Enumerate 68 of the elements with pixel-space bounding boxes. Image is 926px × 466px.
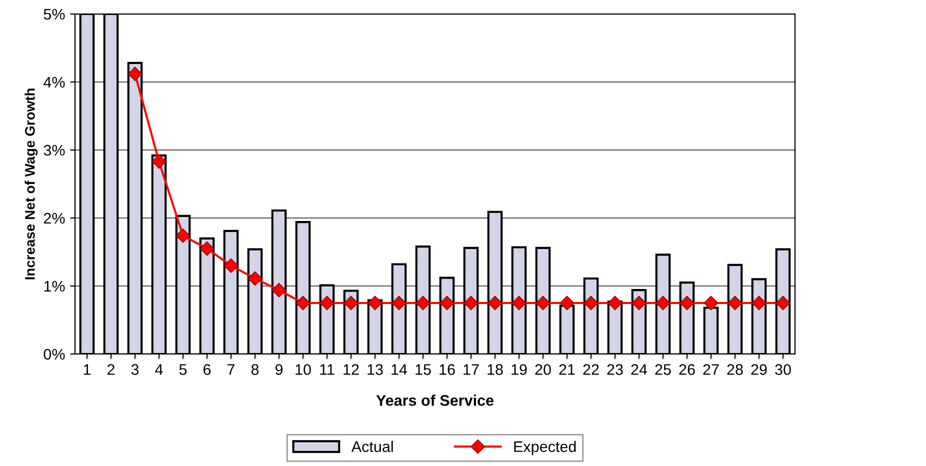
point — [512, 296, 526, 310]
point — [704, 296, 718, 310]
point — [632, 296, 646, 310]
x-tick-label: 15 — [416, 364, 431, 375]
point — [560, 296, 574, 310]
x-tick-label: 26 — [679, 364, 695, 375]
x-tick-label: 16 — [440, 364, 455, 375]
point — [656, 296, 670, 310]
x-tick-label: 8 — [251, 364, 259, 375]
x-tick-label: 27 — [703, 364, 719, 375]
x-tick-label: 18 — [488, 364, 503, 375]
point — [128, 66, 142, 82]
y-tick-label: 4% — [44, 76, 65, 88]
x-tick-label: 4 — [155, 364, 163, 375]
x-tick-label: 21 — [559, 364, 575, 375]
x-tick-label: 14 — [392, 364, 408, 375]
point — [152, 154, 166, 169]
point — [248, 271, 262, 286]
y-tick-label: 0% — [44, 348, 65, 360]
x-tick-label: 7 — [228, 364, 234, 375]
x-tick-label: 1 — [84, 364, 91, 375]
y-axis-title: Increase Net of Wage Growth — [24, 88, 38, 280]
x-tick-label: 30 — [775, 364, 791, 375]
x-tick-label: 20 — [535, 364, 551, 375]
point — [200, 241, 214, 256]
point — [320, 296, 334, 310]
x-tick-label: 23 — [607, 364, 623, 375]
point — [176, 228, 190, 243]
point — [464, 296, 478, 310]
legend-label: Expected — [514, 440, 576, 456]
y-tick-label: 2% — [44, 212, 65, 224]
x-tick-label: 22 — [583, 364, 599, 375]
legend-label: Actual — [351, 440, 393, 452]
x-tick-label: 11 — [320, 364, 334, 375]
x-tick-label: 19 — [512, 364, 527, 375]
point — [344, 296, 358, 310]
point — [584, 296, 598, 310]
point — [224, 258, 238, 273]
point — [440, 296, 454, 310]
point — [416, 296, 430, 310]
point — [680, 296, 694, 310]
point — [272, 282, 286, 298]
x-tick-label: 13 — [368, 364, 383, 375]
point — [536, 296, 550, 310]
point — [752, 296, 766, 310]
y-tick-label: 5% — [44, 8, 65, 20]
point — [296, 296, 310, 310]
x-tick-label: 28 — [727, 364, 743, 375]
point — [608, 296, 622, 310]
x-tick-label: 9 — [275, 364, 283, 375]
x-axis-title: Years of Service — [376, 394, 494, 406]
point — [392, 296, 406, 310]
x-tick-label: 2 — [108, 364, 114, 375]
x-tick-label: 3 — [131, 364, 139, 375]
x-tick-label: 17 — [464, 364, 479, 375]
x-tick-label: 29 — [751, 364, 767, 375]
x-tick-label: 6 — [204, 364, 211, 375]
y-tick-label: 3% — [44, 144, 65, 156]
x-tick-label: 12 — [344, 364, 359, 375]
x-tick-label: 10 — [296, 364, 311, 375]
x-tick-label: 5 — [179, 364, 187, 375]
point — [488, 296, 502, 310]
x-tick-label: 24 — [631, 364, 648, 375]
point — [368, 296, 382, 310]
point — [728, 296, 742, 310]
point — [776, 296, 790, 310]
y-tick-label: 1% — [44, 280, 65, 292]
x-tick-label: 25 — [655, 364, 671, 375]
